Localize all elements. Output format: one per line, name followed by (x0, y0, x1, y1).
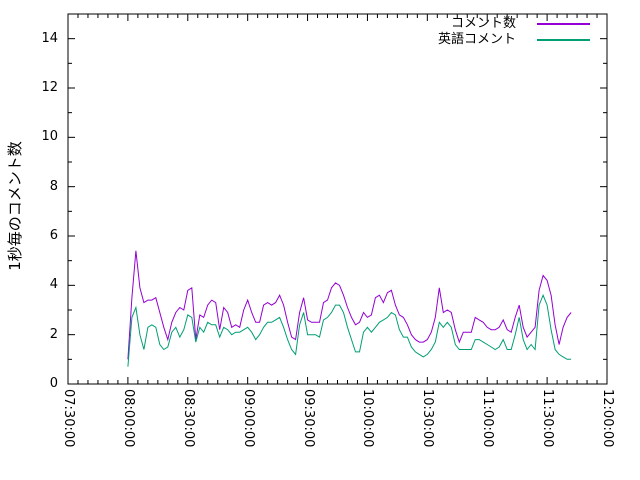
x-tick-label: 11:00:00 (480, 389, 496, 448)
plot-border (67, 13, 608, 385)
y-tick-label: 8 (49, 178, 58, 194)
x-tick-label: 10:30:00 (420, 389, 436, 448)
y-tick-label: 4 (49, 277, 58, 293)
x-tick-label: 09:30:00 (300, 389, 316, 448)
y-tick-label: 10 (41, 129, 58, 145)
x-tick-label: 09:00:00 (240, 389, 256, 448)
series-line (127, 293, 572, 367)
x-tick-label: 08:30:00 (180, 389, 196, 448)
legend-label: コメント数 (450, 16, 516, 31)
legend-item: 英語コメント (438, 32, 590, 48)
x-tick-label: 11:30:00 (540, 389, 556, 448)
y-tick-label: 0 (49, 376, 58, 391)
legend-label: 英語コメント (437, 32, 516, 47)
legend-line-sample (537, 39, 590, 41)
legend-item: コメント数 (438, 16, 590, 32)
x-tick-label: 12:00:00 (600, 389, 615, 448)
legend-line-sample (537, 23, 590, 25)
y-tick-label: 2 (49, 326, 58, 342)
x-tick-label: 07:30:00 (61, 389, 76, 448)
y-tick-label: 12 (41, 80, 58, 95)
y-tick-label: 6 (49, 228, 58, 243)
x-tick-label: 08:00:00 (120, 389, 136, 448)
legend: コメント数 英語コメント (438, 16, 590, 48)
x-tick-label: 10:00:00 (360, 389, 376, 448)
y-tick-label: 14 (41, 30, 58, 46)
series-line (127, 250, 572, 360)
